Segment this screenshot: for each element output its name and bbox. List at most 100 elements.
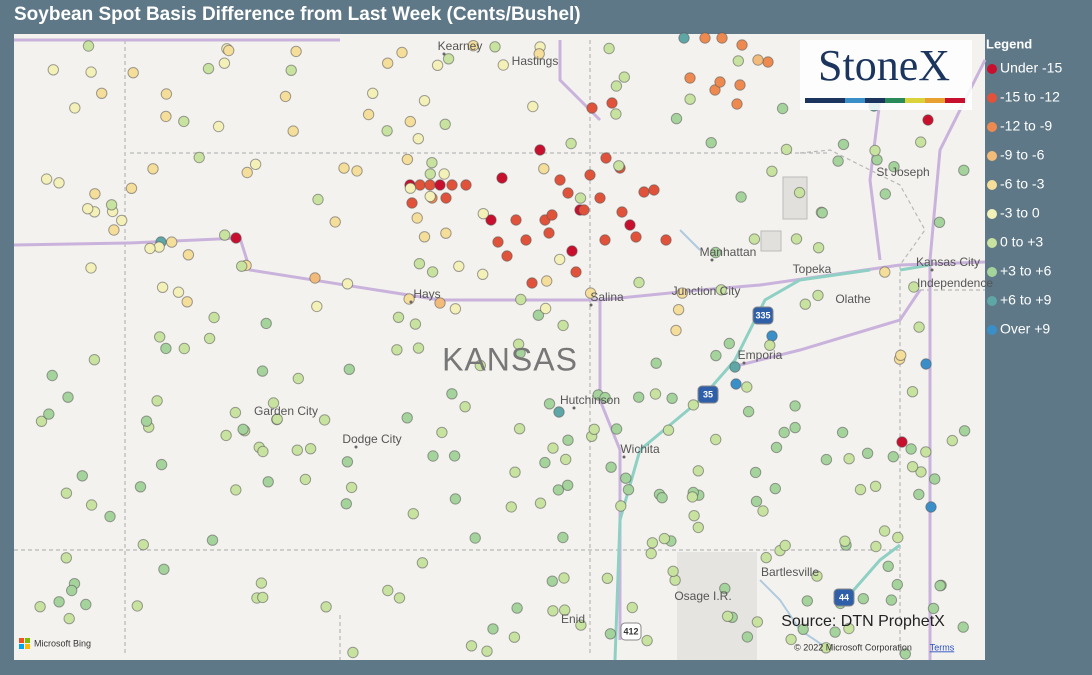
- marker[interactable]: [34, 601, 46, 613]
- marker[interactable]: [392, 311, 405, 323]
- marker[interactable]: [534, 144, 546, 156]
- marker[interactable]: [446, 388, 458, 400]
- marker[interactable]: [414, 179, 426, 191]
- marker[interactable]: [861, 447, 874, 459]
- marker[interactable]: [649, 388, 662, 400]
- marker[interactable]: [343, 363, 355, 375]
- marker[interactable]: [684, 72, 696, 84]
- marker[interactable]: [220, 429, 232, 442]
- marker[interactable]: [658, 532, 671, 545]
- marker[interactable]: [871, 154, 883, 166]
- marker[interactable]: [633, 391, 645, 403]
- marker[interactable]: [557, 531, 569, 544]
- marker[interactable]: [742, 405, 755, 418]
- marker[interactable]: [88, 354, 101, 366]
- marker[interactable]: [736, 39, 748, 51]
- marker[interactable]: [69, 102, 81, 114]
- marker[interactable]: [885, 594, 898, 606]
- marker[interactable]: [82, 40, 95, 52]
- marker[interactable]: [869, 480, 882, 492]
- marker[interactable]: [158, 563, 170, 575]
- marker[interactable]: [562, 479, 574, 491]
- marker[interactable]: [312, 193, 324, 206]
- marker[interactable]: [474, 359, 486, 372]
- marker[interactable]: [401, 412, 413, 424]
- marker[interactable]: [532, 309, 545, 321]
- marker[interactable]: [89, 188, 101, 200]
- marker[interactable]: [341, 278, 354, 290]
- marker[interactable]: [957, 621, 969, 633]
- marker[interactable]: [424, 168, 436, 180]
- marker[interactable]: [465, 640, 478, 652]
- marker[interactable]: [539, 456, 551, 469]
- marker[interactable]: [624, 219, 636, 231]
- marker[interactable]: [820, 453, 833, 466]
- marker[interactable]: [562, 434, 574, 446]
- marker[interactable]: [557, 319, 569, 332]
- marker[interactable]: [610, 423, 623, 435]
- marker[interactable]: [279, 90, 292, 103]
- marker[interactable]: [108, 224, 120, 236]
- marker[interactable]: [229, 406, 242, 419]
- marker[interactable]: [751, 616, 764, 628]
- marker[interactable]: [520, 234, 532, 246]
- marker[interactable]: [618, 71, 630, 83]
- marker[interactable]: [82, 203, 94, 215]
- marker[interactable]: [460, 179, 472, 191]
- marker[interactable]: [857, 593, 869, 605]
- marker[interactable]: [43, 408, 55, 420]
- marker[interactable]: [633, 276, 645, 289]
- marker[interactable]: [888, 161, 900, 173]
- marker[interactable]: [732, 55, 744, 67]
- marker[interactable]: [793, 186, 806, 199]
- marker[interactable]: [249, 158, 262, 171]
- marker[interactable]: [404, 115, 416, 128]
- marker[interactable]: [509, 466, 521, 478]
- marker[interactable]: [287, 125, 299, 137]
- marker[interactable]: [776, 102, 789, 115]
- marker[interactable]: [477, 268, 489, 280]
- marker[interactable]: [104, 510, 116, 523]
- marker[interactable]: [734, 79, 746, 91]
- marker[interactable]: [144, 242, 156, 255]
- marker[interactable]: [511, 602, 523, 614]
- marker[interactable]: [418, 231, 431, 243]
- marker[interactable]: [401, 153, 414, 166]
- marker[interactable]: [820, 642, 832, 654]
- marker[interactable]: [905, 443, 917, 455]
- marker[interactable]: [801, 595, 813, 607]
- marker[interactable]: [710, 349, 722, 362]
- marker[interactable]: [203, 332, 216, 345]
- marker[interactable]: [304, 443, 317, 455]
- marker[interactable]: [527, 100, 539, 113]
- marker[interactable]: [449, 303, 462, 315]
- marker[interactable]: [489, 41, 501, 53]
- marker[interactable]: [351, 165, 363, 177]
- marker[interactable]: [892, 531, 904, 544]
- marker[interactable]: [329, 216, 341, 228]
- marker[interactable]: [812, 289, 824, 302]
- marker[interactable]: [554, 174, 566, 186]
- marker[interactable]: [676, 287, 688, 299]
- marker[interactable]: [434, 179, 446, 191]
- marker[interactable]: [915, 136, 927, 148]
- terms-link[interactable]: Terms: [930, 642, 955, 652]
- marker[interactable]: [839, 535, 851, 547]
- marker[interactable]: [929, 473, 941, 485]
- marker[interactable]: [219, 229, 231, 241]
- marker[interactable]: [584, 169, 596, 181]
- marker[interactable]: [879, 188, 891, 200]
- marker[interactable]: [913, 321, 925, 333]
- marker[interactable]: [237, 423, 249, 435]
- marker[interactable]: [778, 426, 790, 439]
- marker[interactable]: [667, 565, 679, 577]
- marker[interactable]: [895, 349, 907, 361]
- marker[interactable]: [626, 601, 638, 614]
- marker[interactable]: [547, 605, 559, 617]
- marker[interactable]: [260, 317, 272, 330]
- marker[interactable]: [648, 184, 660, 196]
- marker[interactable]: [797, 623, 809, 635]
- marker[interactable]: [731, 98, 743, 110]
- marker[interactable]: [459, 401, 471, 413]
- marker[interactable]: [85, 66, 97, 78]
